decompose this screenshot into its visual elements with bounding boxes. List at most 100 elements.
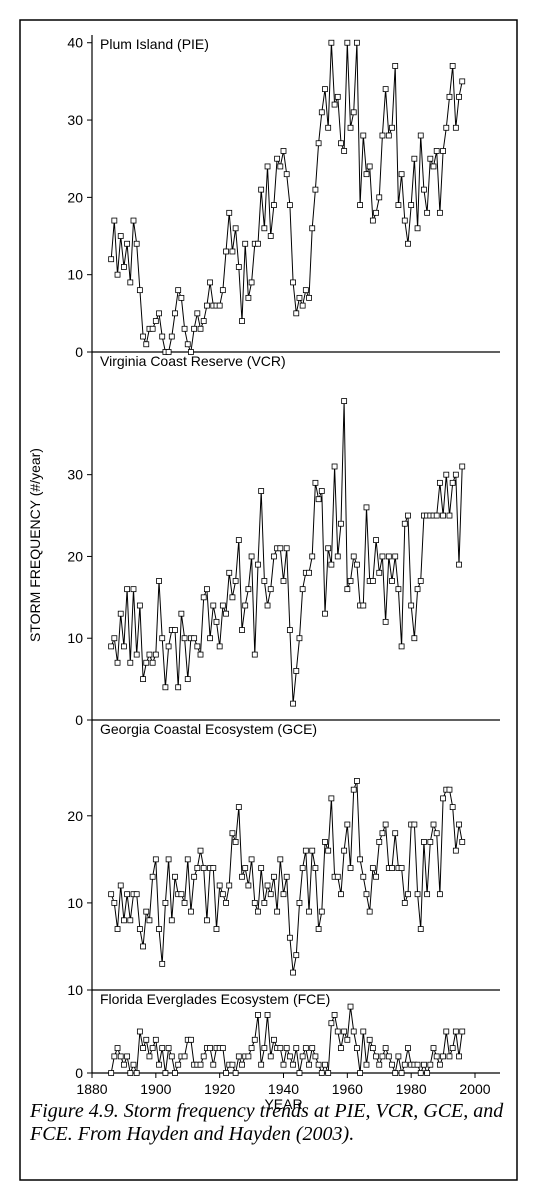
point-marker	[283, 873, 290, 880]
point-marker	[108, 891, 115, 898]
point-marker	[306, 908, 312, 915]
point-marker	[354, 39, 360, 46]
point-marker	[363, 1061, 370, 1068]
point-marker	[312, 1053, 319, 1060]
point-marker	[452, 471, 459, 478]
point-marker	[114, 271, 121, 278]
point-marker	[143, 1036, 150, 1043]
point-marker	[117, 233, 124, 239]
point-marker	[219, 1045, 226, 1051]
point-marker	[271, 873, 277, 880]
point-marker	[436, 1061, 443, 1068]
point-marker	[286, 934, 293, 941]
point-marker	[124, 240, 131, 247]
point-marker	[133, 240, 140, 247]
point-marker	[322, 1061, 328, 1068]
point-marker	[271, 202, 277, 208]
y-tick-label: 20	[67, 189, 83, 205]
point-marker	[255, 561, 261, 568]
point-marker	[229, 830, 236, 837]
point-marker	[277, 163, 284, 170]
point-marker	[315, 926, 322, 932]
point-marker	[322, 839, 328, 845]
point-marker	[159, 1045, 166, 1051]
point-marker	[146, 651, 153, 658]
point-marker	[446, 786, 453, 793]
point-marker	[127, 659, 134, 666]
point-marker	[414, 586, 421, 593]
point-marker	[248, 856, 255, 863]
point-marker	[130, 1061, 137, 1068]
point-marker	[405, 891, 411, 898]
point-marker	[261, 225, 268, 232]
point-marker	[245, 294, 252, 301]
point-marker	[178, 294, 185, 301]
point-marker	[414, 891, 421, 898]
point-marker	[168, 1053, 175, 1060]
point-marker	[127, 1070, 134, 1076]
point-marker	[452, 1028, 459, 1035]
point-marker	[283, 171, 290, 178]
point-marker	[325, 124, 332, 131]
point-marker	[203, 586, 210, 593]
point-marker	[178, 610, 185, 617]
series-line	[110, 42, 463, 354]
point-marker	[280, 891, 287, 898]
x-tick-label: 1980	[396, 1081, 427, 1097]
point-marker	[331, 463, 338, 470]
point-marker	[449, 479, 456, 486]
point-marker	[159, 635, 166, 642]
point-marker	[140, 333, 146, 340]
point-marker	[146, 917, 153, 924]
point-marker	[309, 225, 316, 232]
point-marker	[369, 1045, 376, 1051]
point-marker	[421, 839, 427, 845]
point-marker	[286, 1053, 293, 1060]
point-marker	[216, 882, 223, 889]
point-marker	[411, 635, 418, 642]
point-marker	[245, 1053, 252, 1060]
point-marker	[382, 821, 389, 828]
point-marker	[245, 882, 252, 889]
point-marker	[459, 839, 466, 845]
point-marker	[382, 1045, 389, 1051]
point-marker	[414, 225, 421, 232]
point-marker	[280, 578, 287, 584]
point-marker	[436, 891, 443, 898]
point-marker	[271, 553, 277, 560]
point-marker	[232, 1070, 239, 1076]
point-marker	[124, 1053, 131, 1060]
point-marker	[248, 279, 255, 286]
point-marker	[194, 643, 201, 650]
point-marker	[152, 1036, 159, 1043]
point-marker	[350, 786, 357, 793]
point-marker	[424, 891, 431, 898]
point-marker	[280, 148, 287, 154]
point-marker	[261, 578, 268, 584]
point-marker	[449, 804, 456, 810]
point-marker	[440, 148, 446, 154]
point-marker	[456, 93, 462, 100]
point-marker	[162, 1070, 169, 1076]
point-marker	[392, 553, 399, 560]
point-marker	[197, 847, 204, 854]
point-marker	[130, 217, 137, 224]
point-marker	[267, 233, 274, 239]
point-marker	[140, 1045, 146, 1051]
point-marker	[286, 202, 293, 208]
point-marker	[312, 186, 319, 193]
y-axis-label: STORM FREQUENCY (#/year)	[27, 448, 43, 642]
point-marker	[446, 93, 453, 100]
x-tick-label: 1960	[332, 1081, 363, 1097]
point-marker	[223, 248, 229, 255]
point-marker	[216, 643, 223, 650]
y-tick-label: 0	[75, 344, 83, 360]
point-marker	[121, 643, 127, 650]
point-marker	[443, 1028, 450, 1035]
point-marker	[334, 93, 341, 100]
point-marker	[328, 795, 335, 802]
point-marker	[203, 302, 210, 309]
point-marker	[433, 1053, 440, 1060]
point-marker	[360, 1028, 367, 1035]
point-marker	[299, 865, 306, 871]
